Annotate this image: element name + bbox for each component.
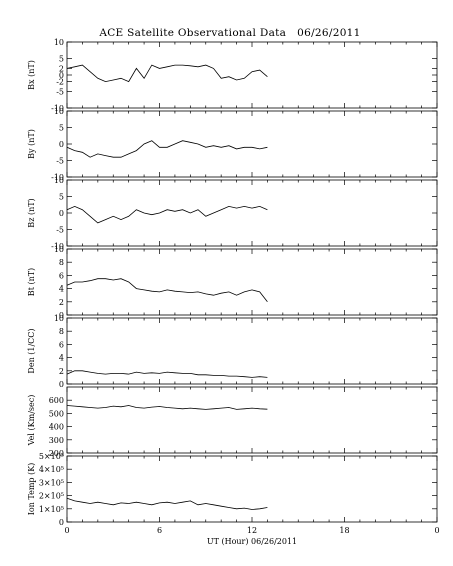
- y-tick-label: 5: [59, 124, 64, 133]
- x-tick-label: 18: [339, 526, 349, 535]
- y-tick-label: -10: [51, 242, 64, 251]
- series-line: [66, 370, 268, 378]
- y-tick-label: 5: [59, 55, 64, 64]
- y-tick-label: 6: [59, 271, 64, 280]
- y-tick-label: 600: [49, 396, 64, 405]
- y-tick-label: 0: [59, 209, 64, 218]
- y-tick-label: 400: [49, 423, 64, 432]
- y-tick-label: 3×10⁵: [39, 478, 64, 487]
- y-tick-label: 8: [59, 258, 64, 267]
- y-tick-label: 0: [59, 380, 64, 389]
- series-line: [66, 205, 268, 224]
- y-tick-label: 10: [54, 176, 64, 185]
- y-tick-label: -2: [56, 78, 64, 87]
- y-tick-label: -5: [56, 157, 64, 166]
- y-tick-label: 4: [59, 285, 64, 294]
- y-tick-label: 6: [59, 340, 64, 349]
- y-axis-label: Bt (nT): [27, 268, 36, 296]
- x-tick-label: 0: [434, 526, 439, 535]
- y-tick-label: 10: [54, 107, 64, 116]
- y-tick-label: 5×10⁵: [39, 452, 64, 461]
- panel-frame: [66, 110, 438, 178]
- panel-frame: [66, 248, 438, 316]
- y-tick-label: 4: [59, 354, 64, 363]
- panel-frame: [66, 317, 438, 385]
- y-tick-label: 2×10⁵: [39, 492, 64, 501]
- y-tick-label: 1×10⁵: [39, 505, 64, 514]
- y-axis-label: Den (1/CC): [27, 328, 36, 373]
- y-tick-label: 10: [54, 314, 64, 323]
- y-tick-label: 4×10⁵: [39, 465, 64, 474]
- y-axis-label: Vel (Km/sec): [27, 395, 36, 447]
- panel-frame: [66, 386, 438, 454]
- y-tick-label: -10: [51, 173, 64, 182]
- x-tick-label: 0: [64, 526, 69, 535]
- y-tick-label: 2: [59, 64, 64, 73]
- series-line: [66, 405, 268, 410]
- series-line: [66, 140, 268, 158]
- y-tick-label: 200: [49, 449, 64, 458]
- series-line: [66, 64, 268, 83]
- series-line: [66, 497, 268, 510]
- panel-frame: [66, 179, 438, 247]
- page-title: ACE Satellite Observational Data 06/26/2…: [99, 27, 361, 39]
- y-tick-label: -5: [56, 226, 64, 235]
- y-tick-label: 500: [49, 409, 64, 418]
- y-tick-label: 0: [59, 140, 64, 149]
- y-tick-label: 300: [49, 436, 64, 445]
- panel-frame: [66, 41, 438, 109]
- y-tick-label: 10: [54, 245, 64, 254]
- y-tick-label: 2: [59, 367, 64, 376]
- x-tick-label: 6: [157, 526, 162, 535]
- panel-frame: [66, 455, 438, 523]
- y-tick-label: 5: [59, 193, 64, 202]
- x-axis-label: UT (Hour) 06/26/2011: [207, 537, 297, 546]
- y-axis-label: Bz (nT): [27, 198, 36, 227]
- y-axis-label: Ion Temp (K): [27, 463, 36, 516]
- x-tick-label: 12: [247, 526, 257, 535]
- y-tick-label: -5: [56, 88, 64, 97]
- y-tick-label: 2: [59, 298, 64, 307]
- y-tick-label: -10: [51, 104, 64, 113]
- y-axis-label: By (nT): [27, 129, 36, 159]
- y-tick-label: 0: [59, 311, 64, 320]
- series-line: [66, 278, 268, 303]
- y-tick-label: 0: [59, 71, 64, 80]
- y-axis-label: Bx (nT): [27, 60, 36, 90]
- y-tick-label: 8: [59, 327, 64, 336]
- y-tick-label: 0: [59, 518, 64, 527]
- y-tick-label: 10: [54, 38, 64, 47]
